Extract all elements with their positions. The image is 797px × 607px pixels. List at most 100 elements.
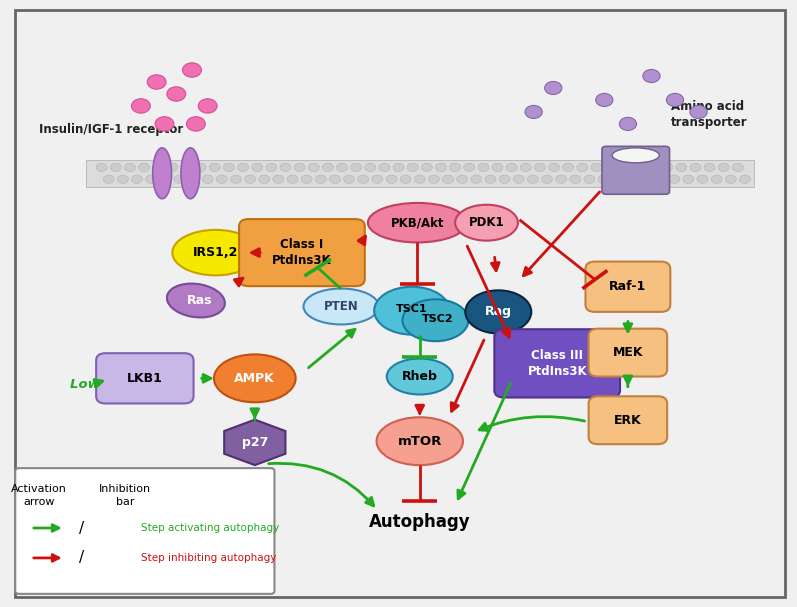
Circle shape bbox=[351, 163, 362, 172]
Circle shape bbox=[570, 175, 581, 183]
Circle shape bbox=[422, 163, 432, 172]
Circle shape bbox=[147, 75, 166, 89]
Circle shape bbox=[666, 93, 684, 107]
Ellipse shape bbox=[455, 205, 518, 240]
Circle shape bbox=[626, 175, 638, 183]
Circle shape bbox=[725, 175, 736, 183]
Text: ERK: ERK bbox=[614, 414, 642, 427]
Circle shape bbox=[690, 163, 701, 172]
Circle shape bbox=[718, 163, 729, 172]
Circle shape bbox=[584, 175, 595, 183]
Circle shape bbox=[316, 175, 326, 183]
Ellipse shape bbox=[375, 287, 450, 334]
Circle shape bbox=[535, 163, 545, 172]
Circle shape bbox=[117, 175, 128, 183]
FancyBboxPatch shape bbox=[602, 146, 669, 194]
Circle shape bbox=[273, 175, 284, 183]
Circle shape bbox=[485, 175, 496, 183]
Circle shape bbox=[683, 175, 694, 183]
Circle shape bbox=[139, 163, 150, 172]
Text: LKB1: LKB1 bbox=[127, 372, 163, 385]
Circle shape bbox=[605, 163, 616, 172]
Circle shape bbox=[619, 163, 630, 172]
Circle shape bbox=[195, 163, 206, 172]
Circle shape bbox=[478, 163, 489, 172]
Circle shape bbox=[492, 163, 503, 172]
FancyBboxPatch shape bbox=[494, 329, 620, 398]
Circle shape bbox=[181, 163, 192, 172]
Text: TSC2: TSC2 bbox=[422, 314, 453, 324]
Circle shape bbox=[619, 117, 637, 131]
Circle shape bbox=[697, 175, 708, 183]
Text: TSC1: TSC1 bbox=[396, 305, 428, 314]
Circle shape bbox=[202, 175, 213, 183]
Text: PTEN: PTEN bbox=[324, 300, 359, 313]
Circle shape bbox=[464, 163, 475, 172]
Text: Step inhibiting autophagy: Step inhibiting autophagy bbox=[141, 553, 277, 563]
Circle shape bbox=[598, 175, 609, 183]
Circle shape bbox=[132, 99, 151, 113]
Circle shape bbox=[174, 175, 185, 183]
Ellipse shape bbox=[167, 283, 225, 317]
Bar bbox=[86, 160, 753, 187]
Ellipse shape bbox=[368, 203, 467, 242]
Circle shape bbox=[183, 63, 202, 77]
Circle shape bbox=[223, 163, 234, 172]
Circle shape bbox=[704, 163, 715, 172]
Ellipse shape bbox=[465, 290, 532, 333]
Text: Inhibition
bar: Inhibition bar bbox=[99, 484, 151, 507]
Circle shape bbox=[595, 93, 613, 107]
Ellipse shape bbox=[181, 148, 200, 198]
Circle shape bbox=[577, 163, 588, 172]
Circle shape bbox=[216, 175, 227, 183]
Circle shape bbox=[287, 175, 298, 183]
Circle shape bbox=[525, 106, 542, 118]
Circle shape bbox=[528, 175, 538, 183]
Text: Raf-1: Raf-1 bbox=[609, 280, 646, 293]
Circle shape bbox=[499, 175, 510, 183]
Circle shape bbox=[643, 69, 660, 83]
Circle shape bbox=[662, 163, 673, 172]
Circle shape bbox=[548, 163, 559, 172]
Text: Low energy: Low energy bbox=[70, 378, 157, 391]
Circle shape bbox=[386, 175, 397, 183]
Circle shape bbox=[647, 163, 658, 172]
Text: Autophagy: Autophagy bbox=[369, 513, 470, 531]
Circle shape bbox=[393, 163, 404, 172]
Circle shape bbox=[732, 163, 744, 172]
FancyBboxPatch shape bbox=[239, 219, 365, 286]
Circle shape bbox=[308, 163, 320, 172]
Text: Rag: Rag bbox=[485, 305, 512, 319]
Circle shape bbox=[301, 175, 312, 183]
Circle shape bbox=[711, 175, 722, 183]
Circle shape bbox=[414, 175, 426, 183]
Circle shape bbox=[429, 175, 439, 183]
Circle shape bbox=[280, 163, 291, 172]
Circle shape bbox=[442, 175, 453, 183]
Circle shape bbox=[471, 175, 482, 183]
Circle shape bbox=[379, 163, 390, 172]
Ellipse shape bbox=[172, 230, 259, 276]
Circle shape bbox=[230, 175, 241, 183]
FancyBboxPatch shape bbox=[589, 396, 667, 444]
Circle shape bbox=[365, 163, 375, 172]
Circle shape bbox=[198, 99, 217, 113]
Circle shape bbox=[690, 106, 707, 118]
Circle shape bbox=[450, 163, 461, 172]
Circle shape bbox=[104, 175, 114, 183]
Circle shape bbox=[132, 175, 143, 183]
Circle shape bbox=[612, 175, 623, 183]
Circle shape bbox=[252, 163, 263, 172]
Text: mTOR: mTOR bbox=[398, 435, 442, 448]
Circle shape bbox=[435, 163, 446, 172]
Circle shape bbox=[344, 175, 355, 183]
Text: MEK: MEK bbox=[613, 346, 643, 359]
Ellipse shape bbox=[402, 299, 469, 341]
FancyBboxPatch shape bbox=[589, 328, 667, 376]
Circle shape bbox=[520, 163, 532, 172]
FancyBboxPatch shape bbox=[15, 468, 274, 594]
Circle shape bbox=[153, 163, 163, 172]
Circle shape bbox=[513, 175, 524, 183]
Circle shape bbox=[400, 175, 411, 183]
Circle shape bbox=[372, 175, 383, 183]
